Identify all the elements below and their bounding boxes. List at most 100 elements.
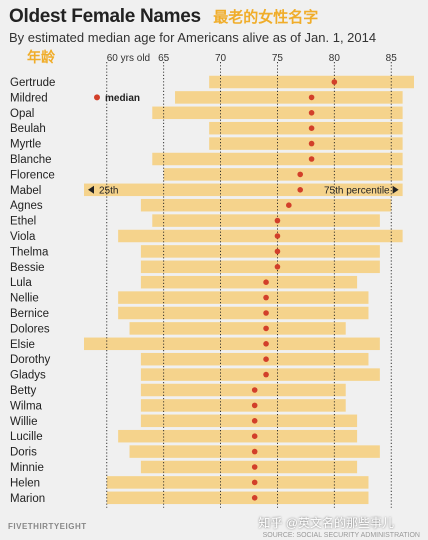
median-dot-viola (274, 233, 281, 239)
range-chart: 60 yrs old 65 70 75 80 85 年龄 Gertrude Mildred Opa… (10, 49, 414, 508)
category-label-florence: Florence (10, 169, 55, 181)
category-label-gladys: Gladys (10, 370, 46, 382)
range-bar-dorothy (140, 352, 369, 366)
median-dot-thelma (274, 248, 281, 255)
median-dot-mildred (308, 94, 315, 101)
category-label-dolores: Dolores (10, 323, 50, 335)
range-bar-dolores (129, 322, 346, 335)
range-bar-minnie (140, 460, 358, 474)
median-dot-florence (297, 171, 304, 178)
median-dot-elsie (263, 341, 269, 347)
legend-25th-arrow (88, 185, 94, 194)
range-bar-ethel (152, 214, 380, 227)
range-bar-bernice (118, 306, 369, 320)
range-bar-gertrude (209, 75, 414, 89)
median-dot-lucille (251, 433, 258, 440)
category-label-marion: Marion (10, 493, 45, 505)
category-label-nellie: Nellie (10, 293, 39, 305)
title-row: Oldest Female Names 最老的女性名字 (9, 6, 318, 28)
median-dot-gertrude (331, 79, 338, 85)
x-tick-label-60: 60 yrs old (107, 53, 150, 64)
range-bar-lucille (118, 429, 358, 443)
category-label-lula: Lula (10, 277, 32, 289)
category-label-beulah: Beulah (10, 123, 46, 135)
category-label-blanche: Blanche (10, 154, 52, 166)
median-dot-helen (251, 479, 258, 486)
category-label-myrtle: Myrtle (10, 139, 41, 151)
range-bar-lula (140, 275, 358, 289)
category-label-betty: Betty (10, 385, 36, 397)
median-dot-lula (263, 279, 269, 286)
range-bar-opal (152, 106, 403, 120)
category-label-opal: Opal (10, 108, 34, 120)
chart-subtitle: By estimated median age for Americans al… (9, 30, 377, 45)
legend-median-label: median (105, 93, 140, 104)
range-bar-bessie (140, 260, 380, 274)
chart-title: Oldest Female Names (9, 6, 201, 27)
category-label-wilma: Wilma (10, 400, 43, 412)
median-dot-ethel (274, 217, 281, 224)
legend-median-dot (94, 94, 100, 101)
median-dot-dorothy (263, 356, 269, 363)
category-label-dorothy: Dorothy (10, 354, 51, 366)
category-label-elsie: Elsie (10, 339, 35, 351)
category-label-lucille: Lucille (10, 431, 43, 443)
median-dot-bessie (274, 264, 281, 270)
range-bar-florence (163, 168, 403, 181)
median-dot-minnie (251, 464, 258, 470)
range-bar-agnes (140, 198, 392, 212)
legend-75th-arrow (392, 185, 399, 194)
source-note: SOURCE: SOCIAL SECURITY ADMINISTRATION (262, 532, 420, 539)
category-label-mabel: Mabel (10, 185, 41, 197)
x-tick-label-70: 70 (215, 53, 227, 64)
range-bar-willie (140, 414, 358, 428)
category-label-viola: Viola (10, 231, 36, 243)
category-label-agnes: Agnes (10, 200, 43, 212)
median-dot-willie (251, 418, 258, 424)
brand-logo: FIVETHIRTYEIGHT (8, 522, 87, 531)
median-dot-agnes (286, 202, 292, 208)
footer: FIVETHIRTYEIGHT 知乎 @英文名的那些事儿 SOURCE: SOC… (0, 514, 428, 540)
category-label-helen: Helen (10, 477, 40, 489)
legend-75th-label: 75th percentile (324, 185, 390, 196)
median-dot-opal (308, 110, 315, 116)
range-bar-elsie (84, 337, 380, 351)
category-label-mildred: Mildred (10, 92, 48, 104)
category-label-doris: Doris (10, 447, 37, 459)
category-label-ethel: Ethel (10, 216, 36, 228)
range-bar-wilma (140, 399, 346, 412)
median-dot-wilma (251, 402, 258, 409)
range-bar-viola (118, 229, 403, 243)
category-label-gertrude: Gertrude (10, 77, 55, 89)
range-bar-nellie (118, 291, 369, 304)
median-dot-mabel (297, 187, 304, 193)
x-tick-label-65: 65 (158, 53, 170, 64)
category-label-willie: Willie (10, 416, 37, 428)
category-label-bernice: Bernice (10, 308, 49, 320)
range-bar-helen (106, 476, 369, 489)
median-dot-blanche (308, 156, 315, 162)
median-dot-doris (251, 448, 258, 455)
range-bar-myrtle (209, 137, 403, 150)
axis-label-chinese: 年龄 (27, 49, 56, 66)
x-tick-label-75: 75 (272, 53, 284, 64)
median-dot-marion (251, 495, 258, 501)
median-dot-beulah (308, 125, 315, 131)
x-tick-label-85: 85 (386, 53, 398, 64)
range-bar-mabel (84, 183, 403, 197)
median-dot-gladys (263, 371, 269, 378)
range-bar-marion (106, 491, 369, 505)
range-bar-gladys (140, 368, 380, 381)
median-dot-nellie (263, 294, 269, 301)
range-bar-mildred (175, 91, 403, 104)
category-label-thelma: Thelma (10, 246, 49, 258)
watermark: 知乎 @英文名的那些事儿 (258, 516, 394, 530)
category-label-minnie: Minnie (10, 462, 44, 474)
category-label-bessie: Bessie (10, 262, 45, 274)
legend-25th-label: 25th (99, 185, 118, 196)
median-dot-dolores (263, 325, 269, 332)
median-dot-betty (251, 387, 258, 393)
x-tick-label-80: 80 (329, 53, 341, 64)
median-dot-bernice (263, 310, 269, 316)
range-bar-thelma (140, 245, 380, 258)
